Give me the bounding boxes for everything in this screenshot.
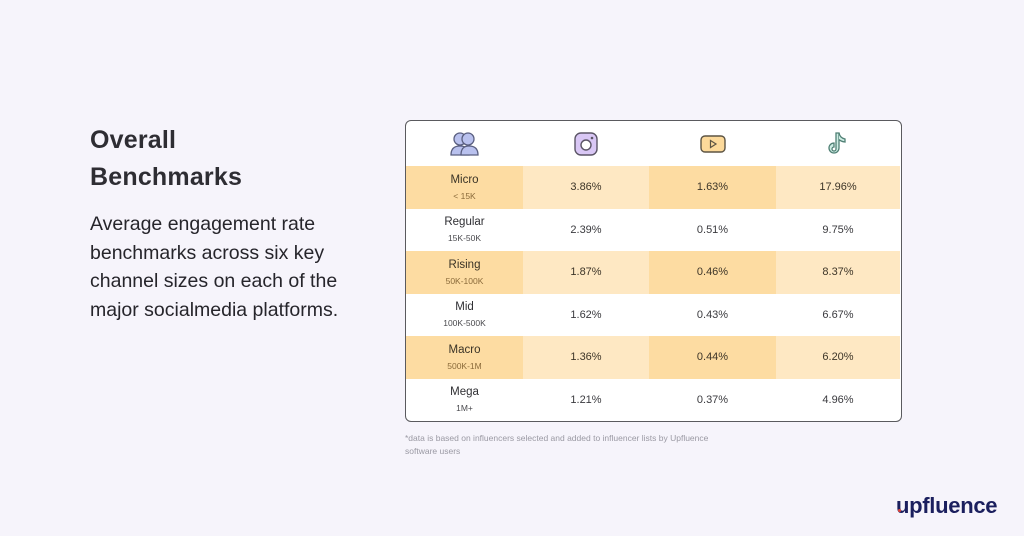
tier-range: 15K-50K [447, 233, 482, 244]
instagram-icon [523, 121, 649, 166]
page-title: Overall Benchmarks [90, 122, 350, 196]
table-row: Mega 1M+ 1.21% 0.37% 4.96% [406, 379, 901, 422]
instagram-value: 1.62% [570, 308, 602, 321]
table-row: Micro < 15K 3.86% 1.63% 17.96% [406, 166, 901, 209]
instagram-value: 3.86% [570, 181, 602, 194]
table-row: Regular 15K-50K 2.39% 0.51% 9.75% [406, 209, 901, 252]
tier-range: < 15K [453, 190, 476, 201]
intro-panel: Overall Benchmarks Average engagement ra… [90, 122, 350, 324]
title-line-1: Overall [90, 126, 177, 154]
tier-range: 1M+ [456, 403, 473, 414]
tier-name: Mega [450, 386, 479, 399]
youtube-value: 0.43% [696, 308, 729, 321]
tier-name: Mid [455, 301, 474, 314]
tiktok-value: 9.75% [822, 223, 854, 236]
tiktok-icon [776, 121, 900, 166]
tier-cell: Micro < 15K [406, 166, 523, 209]
tier-cell: Regular 15K-50K [406, 209, 523, 252]
tiktok-value: 6.20% [822, 351, 854, 364]
tier-range: 50K-100K [445, 275, 484, 286]
tier-cell: Mega 1M+ [406, 379, 523, 422]
logo-accent-dot [898, 509, 901, 512]
table-row: Rising 50K-100K 1.87% 0.46% 8.37% [406, 251, 901, 294]
youtube-value: 0.46% [696, 266, 729, 279]
footnote: *data is based on influencers selected a… [405, 433, 709, 456]
tier-name: Rising [448, 258, 481, 271]
youtube-value: 1.63% [696, 181, 729, 194]
benchmark-table: Micro < 15K 3.86% 1.63% 17.96% Regular 1… [405, 120, 902, 422]
tier-name: Macro [448, 343, 481, 356]
upfluence-logo: upfluence [896, 493, 998, 519]
description: Average engagement rate benchmarks acros… [90, 213, 339, 321]
table-row: Mid 100K-500K 1.62% 0.43% 6.67% [406, 294, 901, 337]
tier-name: Regular [444, 216, 485, 229]
youtube-value: 0.37% [696, 393, 729, 406]
tiktok-value: 4.96% [822, 393, 854, 406]
instagram-value: 1.36% [570, 351, 602, 364]
youtube-value: 0.51% [696, 223, 729, 236]
title-line-2: Benchmarks [90, 163, 243, 191]
instagram-value: 2.39% [570, 223, 602, 236]
tiktok-value: 8.37% [822, 266, 854, 279]
tier-cell: Rising 50K-100K [406, 251, 523, 294]
tier-name: Micro [450, 173, 479, 186]
youtube-value: 0.44% [696, 351, 729, 364]
tier-cell: Macro 500K-1M [406, 336, 523, 379]
table-row: Macro 500K-1M 1.36% 0.44% 6.20% [406, 336, 901, 379]
youtube-icon [649, 121, 776, 166]
instagram-value: 1.87% [570, 266, 602, 279]
tiktok-value: 17.96% [819, 181, 857, 194]
tier-range: 500K-1M [447, 360, 482, 371]
tiktok-value: 6.67% [822, 308, 854, 321]
tier-cell: Mid 100K-500K [406, 294, 523, 337]
people-icon [406, 121, 523, 166]
instagram-value: 1.21% [570, 393, 602, 406]
logo-text: upfluence [896, 493, 998, 518]
table-header-row [406, 121, 901, 166]
tier-range: 100K-500K [443, 318, 486, 329]
